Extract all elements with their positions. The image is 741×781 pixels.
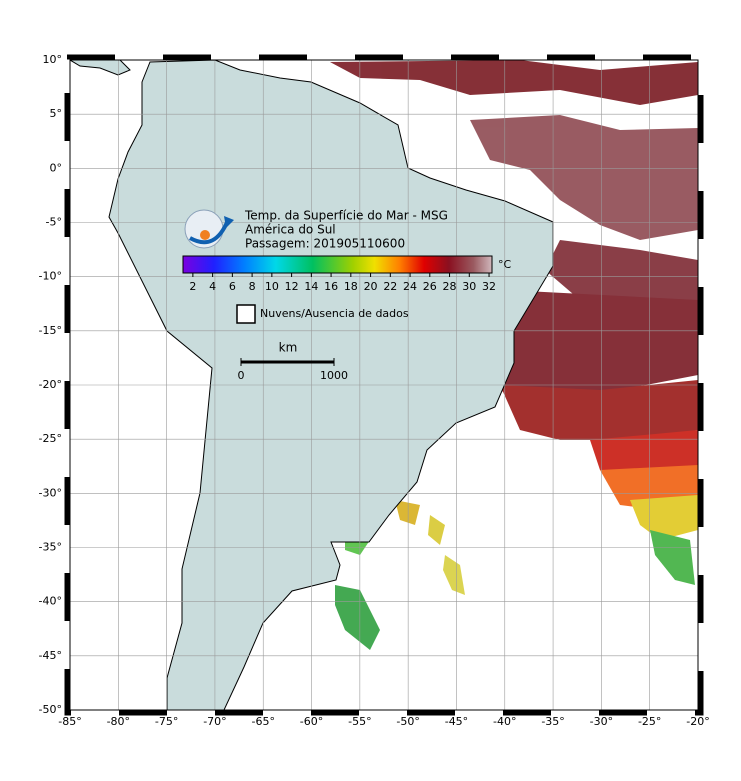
colorbar-tick-label: 12 bbox=[285, 280, 299, 293]
lon-tick-label: -85° bbox=[58, 715, 81, 728]
lat-tick-label: 10° bbox=[43, 53, 63, 66]
central-america bbox=[70, 60, 131, 76]
colorbar-tick-label: 24 bbox=[403, 280, 417, 293]
lon-tick-label: -35° bbox=[541, 715, 564, 728]
colorbar bbox=[182, 255, 493, 274]
sst-patches bbox=[330, 60, 698, 650]
lat-tick-label: -20° bbox=[39, 378, 62, 391]
lat-tick-label: -50° bbox=[39, 703, 62, 716]
lat-tick-label: -25° bbox=[39, 432, 62, 445]
colorbar-tick-label: 32 bbox=[482, 280, 496, 293]
lon-tick-label: -50° bbox=[396, 715, 419, 728]
map-frame bbox=[69, 59, 699, 711]
colorbar-tick-label: 2 bbox=[189, 280, 196, 293]
lon-tick-label: -75° bbox=[155, 715, 178, 728]
lat-tick-label: -45° bbox=[39, 649, 62, 662]
graticule bbox=[70, 60, 698, 710]
legend-swatch bbox=[236, 304, 256, 324]
colorbar-tick-label: 20 bbox=[364, 280, 378, 293]
lon-tick-label: -70° bbox=[203, 715, 226, 728]
lon-tick-label: -80° bbox=[107, 715, 130, 728]
scale-tick-label: 0 bbox=[238, 369, 245, 382]
colorbar-tick-label: 30 bbox=[462, 280, 476, 293]
region: América do Sul bbox=[245, 223, 336, 237]
lat-tick-label: -10° bbox=[39, 270, 62, 283]
lat-tick-label: -5° bbox=[46, 216, 62, 229]
scale-tick-label: 1000 bbox=[320, 369, 348, 382]
lat-tick-label: -30° bbox=[39, 486, 62, 499]
colorbar-unit: °C bbox=[498, 258, 512, 271]
lat-tick-label: -40° bbox=[39, 595, 62, 608]
map-border bbox=[64, 54, 704, 716]
lon-tick-label: -60° bbox=[300, 715, 323, 728]
lon-tick-label: -65° bbox=[251, 715, 274, 728]
colorbar-tick-label: 28 bbox=[443, 280, 457, 293]
colorbar-tick-label: 26 bbox=[423, 280, 437, 293]
colorbar-tick-label: 8 bbox=[249, 280, 256, 293]
colorbar-tick-label: 10 bbox=[265, 280, 279, 293]
colorbar-tick-label: 16 bbox=[324, 280, 338, 293]
lon-tick-label: -20° bbox=[686, 715, 709, 728]
lat-tick-label: -35° bbox=[39, 541, 62, 554]
colorbar-tick-label: 18 bbox=[344, 280, 358, 293]
colorbar-tick-label: 14 bbox=[304, 280, 318, 293]
colorbar-tick-label: 4 bbox=[209, 280, 216, 293]
lon-tick-label: -55° bbox=[348, 715, 371, 728]
lon-tick-label: -45° bbox=[445, 715, 468, 728]
lon-tick-label: -40° bbox=[493, 715, 516, 728]
logo bbox=[184, 209, 234, 249]
legend-label: Nuvens/Ausencia de dados bbox=[260, 307, 409, 320]
map-body bbox=[70, 60, 698, 710]
lat-tick-label: 5° bbox=[50, 107, 63, 120]
lon-tick-label: -25° bbox=[638, 715, 661, 728]
title: Temp. da Superfície do Mar - MSG bbox=[244, 209, 448, 223]
colorbar-tick-label: 22 bbox=[383, 280, 397, 293]
colorbar-tick-label: 6 bbox=[229, 280, 236, 293]
pass-time: Passagem: 201905110600 bbox=[245, 237, 405, 251]
lat-tick-label: -15° bbox=[39, 324, 62, 337]
lat-tick-label: 0° bbox=[50, 161, 63, 174]
scale-unit: km bbox=[279, 341, 298, 355]
lon-tick-label: -30° bbox=[590, 715, 613, 728]
